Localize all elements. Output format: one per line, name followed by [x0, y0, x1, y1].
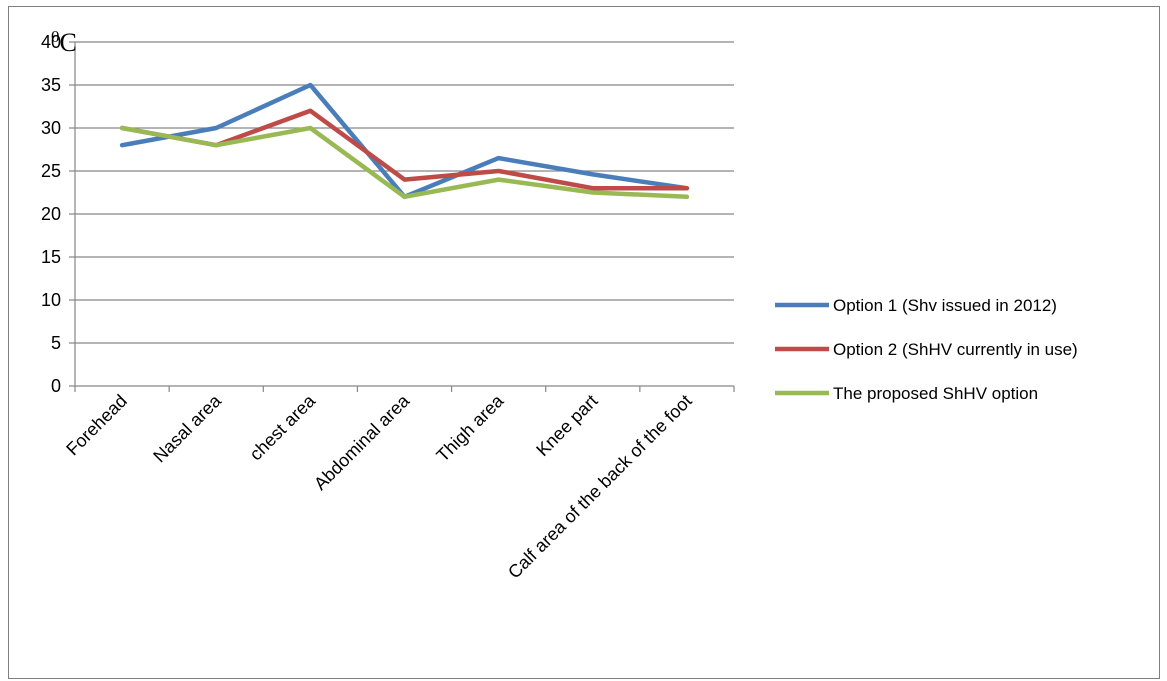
y-tick-label: 20	[41, 204, 61, 224]
y-tick-label: 5	[51, 333, 61, 353]
legend: Option 1 (Shv issued in 2012) Option 2 (S…	[775, 296, 1078, 403]
y-tick-label: 25	[41, 161, 61, 181]
y-tick-label: 0	[51, 376, 61, 396]
series-lines	[119, 82, 690, 200]
legend-item: Option 1 (Shv issued in 2012)	[775, 296, 1057, 315]
y-tick-label: 40	[41, 32, 61, 52]
x-tick-label: chest area	[246, 390, 320, 464]
legend-label: Option 1 (Shv issued in 2012)	[833, 296, 1057, 315]
unit-label: 0C	[51, 27, 77, 57]
x-tick-label: Knee part	[532, 391, 601, 460]
series-line	[119, 125, 690, 200]
chart-frame: 0 5 10 15 20 25 30 35 40 Forehead Nasal area chest…	[8, 6, 1160, 679]
x-tick-label: Abdominal area	[310, 390, 414, 494]
y-tick-labels: 0 5 10 15 20 25 30 35 40	[41, 32, 61, 396]
legend-item: Option 2 (ShHV currently in use)	[775, 340, 1078, 359]
gridlines	[75, 41, 734, 344]
y-tick-label: 15	[41, 247, 61, 267]
legend-label: The proposed ShHV option	[833, 384, 1038, 403]
legend-label: Option 2 (ShHV currently in use)	[833, 340, 1078, 359]
x-tick-label: Thigh area	[432, 390, 508, 466]
y-tick-label: 30	[41, 118, 61, 138]
x-tick-label: Calf area of the back of the foot	[504, 391, 696, 583]
line-chart: 0 5 10 15 20 25 30 35 40 Forehead Nasal area chest…	[41, 27, 1078, 582]
axes	[69, 41, 735, 392]
y-tick-label: 10	[41, 290, 61, 310]
y-tick-label: 35	[41, 75, 61, 95]
legend-item: The proposed ShHV option	[775, 384, 1038, 403]
x-tick-label: Nasal area	[149, 390, 225, 466]
x-tick-label: Forehead	[62, 391, 131, 460]
